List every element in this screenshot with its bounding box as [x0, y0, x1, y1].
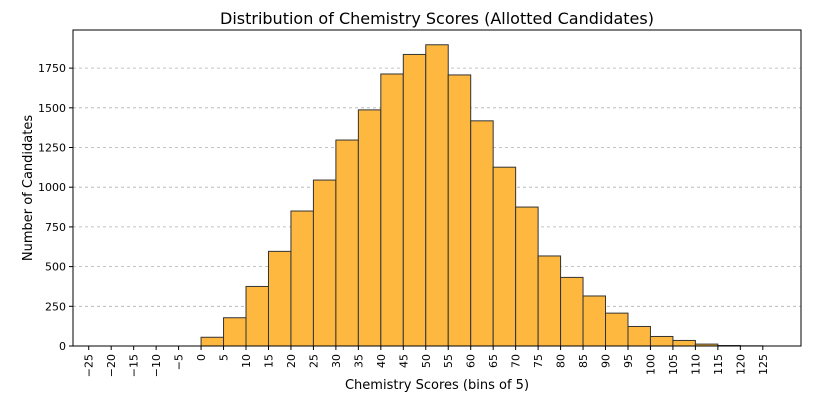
- histogram-bar: [447, 74, 472, 347]
- histogram-bar: [470, 120, 494, 347]
- histogram-bar: [515, 206, 539, 347]
- plot-frame: [72, 29, 802, 347]
- x-tick-label: 105: [667, 354, 680, 375]
- y-axis-ticks: 0 250 500 750 1000 1250 1500 1750: [38, 62, 73, 353]
- x-tick-label: 30: [330, 354, 343, 368]
- x-tick-label: −25: [83, 354, 96, 377]
- x-tick-label: −10: [150, 354, 163, 377]
- x-tick-label: 5: [218, 354, 231, 361]
- x-tick-label: 65: [487, 354, 500, 368]
- x-tick-label: 45: [397, 354, 410, 368]
- histogram-bar: [425, 44, 449, 347]
- histogram-bar: [672, 339, 696, 347]
- x-tick-label: 20: [285, 354, 298, 368]
- histogram-bar: [582, 295, 607, 347]
- x-tick-label: 115: [712, 354, 725, 375]
- histogram-bar: [537, 255, 562, 347]
- x-tick-label: −20: [105, 354, 118, 377]
- x-tick-label: −15: [128, 354, 141, 377]
- y-tick-label: 750: [45, 221, 66, 234]
- y-axis-label: Number of Candidates: [21, 115, 36, 261]
- histogram-bar: [267, 250, 292, 347]
- histogram-bar: [245, 285, 269, 347]
- x-tick-label: −5: [173, 354, 186, 370]
- histogram-bar: [402, 53, 427, 347]
- y-tick-label: 1000: [38, 181, 66, 194]
- x-tick-label: 110: [689, 354, 702, 375]
- histogram-bar: [223, 317, 247, 347]
- x-tick-label: 125: [757, 354, 770, 375]
- x-tick-label: 40: [375, 354, 388, 368]
- histogram-bar: [627, 325, 651, 347]
- histogram-bar: [605, 312, 629, 347]
- y-tick-label: 0: [59, 340, 66, 353]
- x-tick-label: 35: [352, 354, 365, 368]
- y-tick-label: 1250: [38, 142, 66, 155]
- x-axis-label: Chemistry Scores (bins of 5): [345, 378, 529, 393]
- histogram-bar: [335, 139, 359, 347]
- histogram-bar: [649, 335, 674, 347]
- x-axis-ticks: −25 −20 −15 −10 −5 0 5 10 15 20 25 30 35 40 45 50 55 60 65…: [83, 346, 770, 377]
- x-tick-label: 25: [307, 354, 320, 368]
- y-tick-label: 250: [45, 300, 66, 313]
- histogram-bar: [560, 276, 584, 347]
- x-tick-label: 50: [420, 354, 433, 368]
- x-tick-label: 70: [510, 354, 523, 368]
- bars: [88, 44, 764, 347]
- gridlines: [73, 67, 801, 307]
- histogram-bar: [357, 109, 382, 347]
- chart-title: Distribution of Chemistry Scores (Allott…: [220, 9, 654, 28]
- y-tick-label: 1750: [38, 62, 66, 75]
- x-tick-label: 80: [555, 354, 568, 368]
- x-tick-label: 95: [622, 354, 635, 368]
- x-tick-label: 120: [734, 354, 747, 375]
- y-tick-label: 1500: [38, 102, 66, 115]
- x-tick-label: 55: [442, 354, 455, 368]
- x-tick-label: 60: [465, 354, 478, 368]
- histogram-bar: [380, 73, 404, 347]
- x-tick-label: 0: [195, 354, 208, 361]
- x-tick-label: 75: [532, 354, 545, 368]
- histogram-bar: [200, 336, 225, 347]
- histogram-bar: [492, 166, 517, 347]
- histogram-bar: [290, 210, 314, 347]
- x-tick-label: 15: [262, 354, 275, 368]
- x-tick-label: 85: [577, 354, 590, 368]
- histogram-bar: [312, 179, 337, 347]
- x-tick-label: 90: [600, 354, 613, 368]
- x-tick-label: 100: [644, 354, 657, 375]
- y-tick-label: 500: [45, 261, 66, 274]
- x-tick-label: 10: [240, 354, 253, 368]
